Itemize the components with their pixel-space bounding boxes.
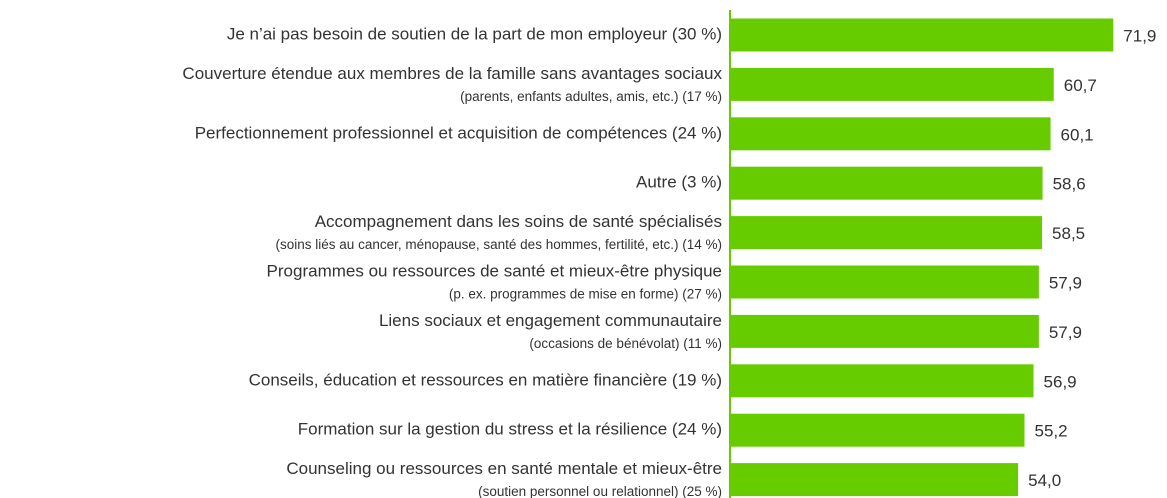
category-label: Counseling ou ressources en santé mental… xyxy=(286,459,722,478)
category-label: (soins liés au cancer, ménopause, santé … xyxy=(276,237,722,252)
category-label: Conseils, éducation et ressources en mat… xyxy=(249,370,722,389)
category-label: (parents, enfants adultes, amis, etc.) (… xyxy=(460,89,722,104)
category-label: Je n’ai pas besoin de soutien de la part… xyxy=(227,24,722,43)
bar xyxy=(731,67,1054,101)
category-label: (occasions de bénévolat) (11 %) xyxy=(529,336,722,351)
bar xyxy=(731,265,1039,299)
category-label: (soutien personnel ou relationnel) (25 %… xyxy=(478,484,722,498)
bar xyxy=(731,216,1043,250)
value-label: 55,2 xyxy=(1035,422,1068,441)
value-label: 71,9 xyxy=(1123,26,1156,45)
value-label: 58,6 xyxy=(1053,175,1086,194)
bar xyxy=(731,463,1019,497)
bar xyxy=(731,364,1034,398)
value-label: 60,1 xyxy=(1061,125,1094,144)
category-label: Formation sur la gestion du stress et la… xyxy=(298,420,722,439)
value-label: 57,9 xyxy=(1049,323,1082,342)
value-label: 58,5 xyxy=(1052,224,1085,243)
bar xyxy=(731,166,1043,200)
bar xyxy=(731,117,1051,151)
category-label: Liens sociaux et engagement communautair… xyxy=(379,311,722,330)
category-label: Perfectionnement professionnel et acquis… xyxy=(195,123,722,142)
bar xyxy=(731,314,1039,348)
value-label: 57,9 xyxy=(1049,273,1082,292)
category-label: (p. ex. programmes de mise en forme) (27… xyxy=(449,287,722,302)
category-label: Autre (3 %) xyxy=(636,173,722,192)
category-label: Accompagnement dans les soins de santé s… xyxy=(315,212,722,231)
value-label: 56,9 xyxy=(1044,372,1077,391)
bar xyxy=(731,18,1114,52)
bar xyxy=(731,413,1025,447)
value-label: 54,0 xyxy=(1028,471,1061,490)
category-label: Programmes ou ressources de santé et mie… xyxy=(267,261,722,280)
value-label: 60,7 xyxy=(1064,76,1097,95)
category-label: Couverture étendue aux membres de la fam… xyxy=(182,64,722,83)
